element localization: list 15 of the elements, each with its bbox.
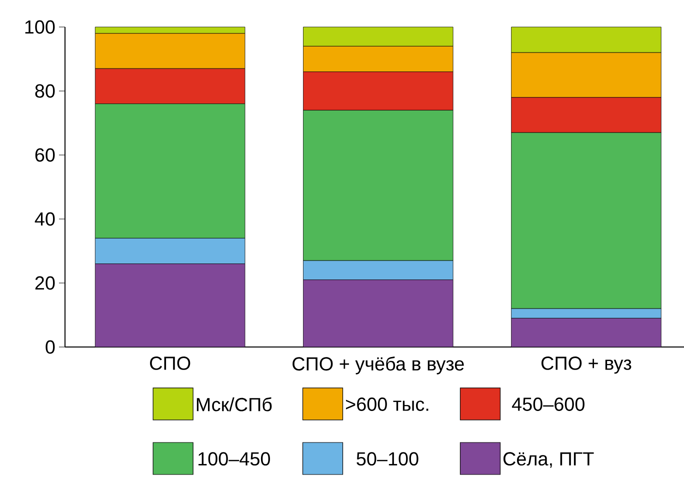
y-tick-label: 40	[34, 212, 55, 226]
legend-label: 50–100	[356, 452, 418, 466]
legend-label: >600 тыс.	[346, 398, 428, 411]
y-tick-label: 0	[46, 340, 55, 354]
y-tick-label: 80	[35, 84, 55, 98]
legend-label: Сёла, ПГТ	[503, 452, 594, 468]
y-tick-label: 100	[25, 20, 55, 34]
legend-label: 100–450	[198, 452, 270, 466]
legend-label: 450–600	[512, 398, 584, 411]
legend-label: Мск/СПб	[196, 397, 272, 412]
x-tick-label: СПО + учёба в вузе	[292, 356, 464, 374]
y-tick-label: 20	[35, 276, 55, 290]
x-tick-label: СПО + вуз	[541, 356, 632, 374]
y-tick-label: 60	[35, 148, 55, 162]
x-tick-label: СПО	[150, 356, 190, 370]
